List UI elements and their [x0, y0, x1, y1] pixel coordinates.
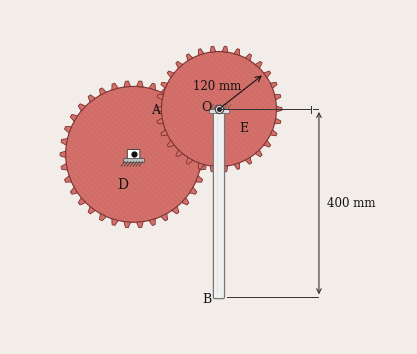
Polygon shape	[112, 219, 118, 225]
Polygon shape	[78, 104, 85, 111]
Polygon shape	[161, 88, 168, 95]
Polygon shape	[196, 176, 203, 182]
Polygon shape	[222, 166, 228, 172]
FancyBboxPatch shape	[214, 108, 224, 299]
Polygon shape	[156, 106, 161, 112]
Polygon shape	[61, 164, 68, 170]
Polygon shape	[176, 150, 183, 157]
Polygon shape	[186, 54, 193, 61]
Text: 400 mm: 400 mm	[327, 196, 375, 210]
Polygon shape	[274, 95, 281, 100]
Polygon shape	[172, 206, 179, 214]
Polygon shape	[136, 81, 143, 87]
Polygon shape	[186, 158, 193, 164]
Polygon shape	[176, 61, 183, 68]
Polygon shape	[161, 82, 168, 88]
Polygon shape	[112, 83, 118, 90]
Polygon shape	[274, 118, 281, 124]
Text: D: D	[118, 178, 128, 192]
Polygon shape	[255, 150, 262, 157]
Polygon shape	[264, 71, 271, 78]
Polygon shape	[234, 49, 240, 55]
Polygon shape	[167, 141, 174, 147]
Polygon shape	[276, 106, 282, 112]
Polygon shape	[65, 176, 71, 182]
Polygon shape	[190, 114, 197, 121]
Polygon shape	[210, 46, 216, 52]
Polygon shape	[190, 187, 197, 194]
Polygon shape	[234, 163, 240, 170]
Polygon shape	[210, 166, 216, 172]
Bar	[209, 109, 229, 113]
Polygon shape	[100, 213, 106, 221]
Polygon shape	[61, 139, 68, 145]
Polygon shape	[157, 118, 163, 124]
Circle shape	[65, 86, 201, 222]
Polygon shape	[161, 130, 168, 136]
Polygon shape	[149, 219, 156, 225]
Polygon shape	[245, 54, 251, 61]
Polygon shape	[100, 88, 106, 95]
Polygon shape	[167, 71, 174, 78]
Bar	[123, 158, 144, 162]
Polygon shape	[172, 95, 179, 102]
Text: O: O	[201, 101, 211, 114]
Polygon shape	[198, 163, 204, 170]
Polygon shape	[157, 95, 163, 100]
Circle shape	[161, 52, 276, 166]
Polygon shape	[88, 206, 95, 214]
Text: 120 mm: 120 mm	[193, 80, 241, 93]
Polygon shape	[196, 126, 203, 133]
Polygon shape	[222, 46, 228, 52]
Polygon shape	[124, 222, 131, 228]
Polygon shape	[70, 187, 78, 194]
Polygon shape	[78, 198, 85, 205]
Polygon shape	[60, 151, 66, 158]
Polygon shape	[255, 61, 262, 68]
Polygon shape	[136, 222, 143, 228]
Polygon shape	[181, 198, 189, 205]
Polygon shape	[201, 151, 207, 158]
Polygon shape	[198, 49, 204, 55]
Polygon shape	[149, 83, 156, 90]
Polygon shape	[245, 158, 251, 164]
Polygon shape	[88, 95, 95, 102]
Polygon shape	[200, 164, 206, 170]
Text: B: B	[202, 293, 211, 307]
Polygon shape	[70, 114, 78, 121]
Polygon shape	[200, 139, 206, 145]
Polygon shape	[270, 130, 277, 136]
Polygon shape	[124, 81, 131, 87]
Text: A: A	[151, 104, 160, 117]
Polygon shape	[181, 104, 189, 111]
Polygon shape	[270, 82, 277, 88]
Text: E: E	[239, 122, 248, 135]
FancyBboxPatch shape	[127, 149, 140, 159]
Polygon shape	[161, 213, 168, 221]
Polygon shape	[65, 126, 71, 133]
Polygon shape	[264, 141, 271, 147]
